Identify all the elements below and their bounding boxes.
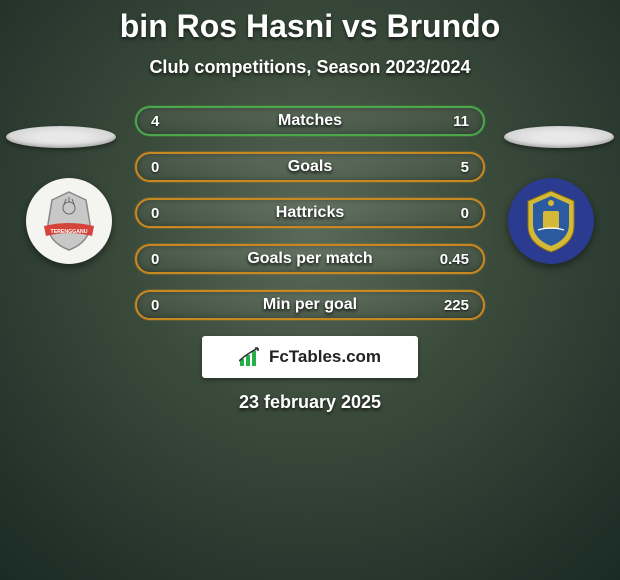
stat-value-right: 0 <box>439 205 469 222</box>
player-left-ellipse <box>6 126 116 148</box>
stat-label: Matches <box>278 112 342 130</box>
stat-row: 0 Hattricks 0 <box>135 198 485 228</box>
bar-chart-icon <box>239 347 263 367</box>
comparison-subtitle: Club competitions, Season 2023/2024 <box>0 57 620 78</box>
stat-label: Goals per match <box>247 250 372 268</box>
stat-row: 0 Goals 5 <box>135 152 485 182</box>
stat-value-left: 0 <box>151 251 181 268</box>
terengganu-crest-icon: TERENGGANU <box>34 186 104 256</box>
stat-value-left: 0 <box>151 159 181 176</box>
stat-value-right: 0.45 <box>439 251 469 268</box>
stat-label: Hattricks <box>276 204 344 222</box>
club-badge-left: TERENGGANU <box>26 178 112 264</box>
stat-row: 0 Goals per match 0.45 <box>135 244 485 274</box>
source-logo: FcTables.com <box>202 336 418 378</box>
stat-row: 0 Min per goal 225 <box>135 290 485 320</box>
stats-list: 4 Matches 11 0 Goals 5 0 Hattricks 0 0 Goals per m… <box>135 106 485 320</box>
stat-value-right: 5 <box>439 159 469 176</box>
stat-value-right: 11 <box>439 113 469 130</box>
stat-value-left: 4 <box>151 113 181 130</box>
stat-label: Goals <box>288 158 332 176</box>
stat-label: Min per goal <box>263 296 357 314</box>
pahang-crest-icon <box>516 186 586 256</box>
stat-row: 4 Matches 11 <box>135 106 485 136</box>
source-logo-text: FcTables.com <box>269 347 381 367</box>
svg-text:TERENGGANU: TERENGGANU <box>51 229 88 235</box>
comparison-title: bin Ros Hasni vs Brundo <box>0 8 620 45</box>
stat-value-right: 225 <box>439 297 469 314</box>
stat-value-left: 0 <box>151 297 181 314</box>
snapshot-date: 23 february 2025 <box>0 392 620 413</box>
player-right-ellipse <box>504 126 614 148</box>
club-badge-right <box>508 178 594 264</box>
stat-value-left: 0 <box>151 205 181 222</box>
